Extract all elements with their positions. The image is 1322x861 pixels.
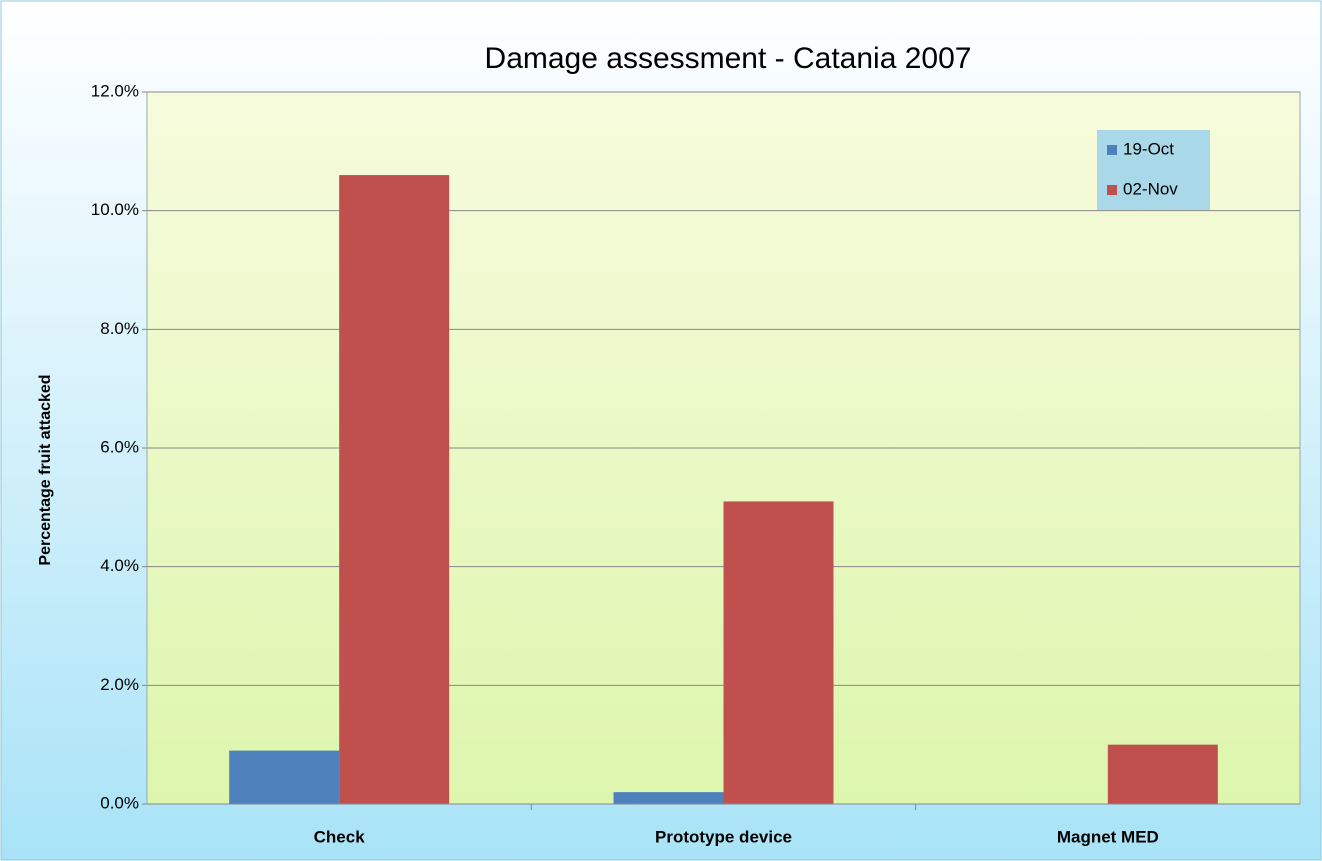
bar [723, 501, 834, 804]
legend-swatch [1107, 185, 1117, 195]
y-tick-label: 0.0% [100, 793, 139, 812]
chart-title: Damage assessment - Catania 2007 [485, 42, 972, 75]
bar [339, 175, 450, 805]
y-tick-label: 2.0% [100, 675, 139, 694]
bar [229, 750, 340, 804]
legend-label: 19-Oct [1123, 139, 1174, 158]
x-tick-label: Magnet MED [1057, 827, 1159, 846]
y-tick-label: 4.0% [100, 556, 139, 575]
x-tick-label: Prototype device [655, 827, 792, 846]
bar [1107, 744, 1218, 804]
y-tick-label: 6.0% [100, 437, 139, 456]
legend-label: 02-Nov [1123, 179, 1178, 198]
bar [613, 792, 724, 804]
y-tick-label: 8.0% [100, 319, 139, 338]
y-tick-label: 12.0% [91, 81, 139, 100]
y-tick-label: 10.0% [91, 200, 139, 219]
y-axis-title: Percentage fruit attacked [37, 374, 54, 565]
legend-box [1097, 130, 1210, 210]
x-tick-label: Check [314, 827, 366, 846]
legend-swatch [1107, 145, 1117, 155]
